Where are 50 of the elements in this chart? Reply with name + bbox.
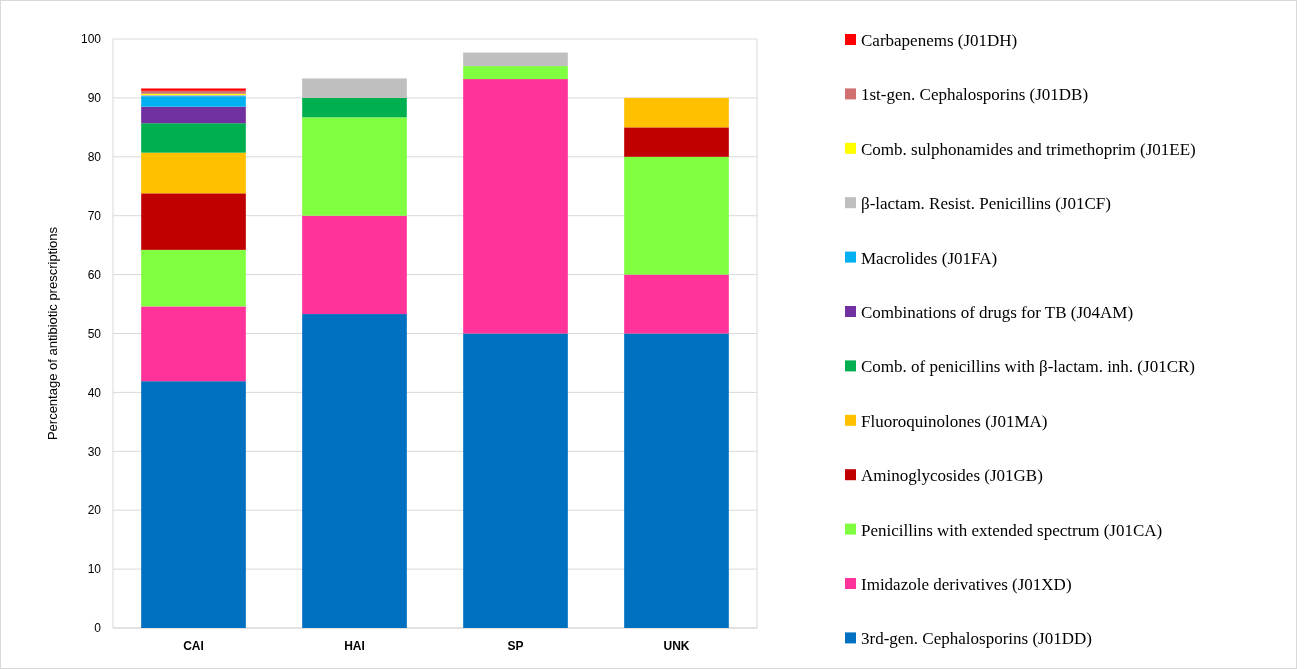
legend-label: Combinations of drugs for TB (J04AM)	[861, 302, 1134, 322]
y-tick-label: 60	[87, 267, 102, 282]
x-tick-label: HAI	[344, 639, 365, 653]
bar	[141, 306, 246, 382]
bar	[624, 333, 729, 628]
legend-label: Fluoroquinolones (J01MA)	[861, 411, 1048, 431]
bar	[624, 127, 729, 157]
legend-label: Aminoglycosides (J01GB)	[861, 466, 1043, 486]
bar	[302, 314, 407, 628]
y-tick-label: 50	[87, 326, 102, 341]
legend-label: β-lactam. Resist. Penicillins (J01CF)	[861, 194, 1111, 214]
bar	[141, 106, 246, 124]
bar	[302, 117, 407, 216]
y-tick-label: 40	[87, 385, 102, 400]
y-tick-label: 100	[80, 32, 102, 47]
bar	[624, 274, 729, 334]
legend-label: 3rd-gen. Cephalosporins (J01DD)	[861, 629, 1092, 649]
bar	[302, 97, 407, 118]
legend-label: Carbapenems (J01DH)	[861, 30, 1018, 50]
legend-label: Comb. of penicillins with β-lactam. inh. (J01CR)	[861, 357, 1195, 377]
y-tick-label: 90	[87, 91, 102, 106]
legend-label: Imidazole derivatives (J01XD)	[861, 574, 1072, 594]
legend-label: Penicillins with extended spectrum (J01CA)	[861, 520, 1163, 540]
y-axis-title: Percentage of antibiotic prescriptions	[45, 226, 60, 441]
bar	[141, 193, 246, 250]
bar	[463, 333, 568, 628]
x-tick-label: UNK	[663, 639, 690, 653]
y-tick-label: 70	[87, 208, 102, 223]
bar	[141, 96, 246, 107]
y-tick-label: 80	[87, 150, 102, 164]
bar	[463, 66, 568, 80]
x-tick-label: SP	[507, 639, 524, 653]
bar	[141, 249, 246, 307]
y-tick-label: 0	[94, 621, 102, 636]
legend-label: 1st-gen. Cephalosporins (J01DB)	[861, 85, 1089, 105]
y-tick-label: 10	[87, 562, 102, 577]
bar	[463, 52, 568, 67]
bar	[302, 78, 407, 98]
x-tick-label: CAI	[183, 639, 204, 653]
bar	[141, 152, 246, 194]
bar	[463, 79, 568, 334]
bar	[624, 97, 729, 128]
bar	[302, 215, 407, 315]
bar	[624, 156, 729, 275]
legend-label: Macrolides (J01FA)	[861, 248, 998, 268]
y-tick-label: 20	[87, 503, 102, 518]
legend-label: Comb. sulphonamides and trimethoprim (J01EE)	[861, 139, 1196, 159]
bar	[141, 381, 246, 628]
y-tick-label: 30	[87, 444, 102, 459]
bar	[141, 123, 246, 153]
